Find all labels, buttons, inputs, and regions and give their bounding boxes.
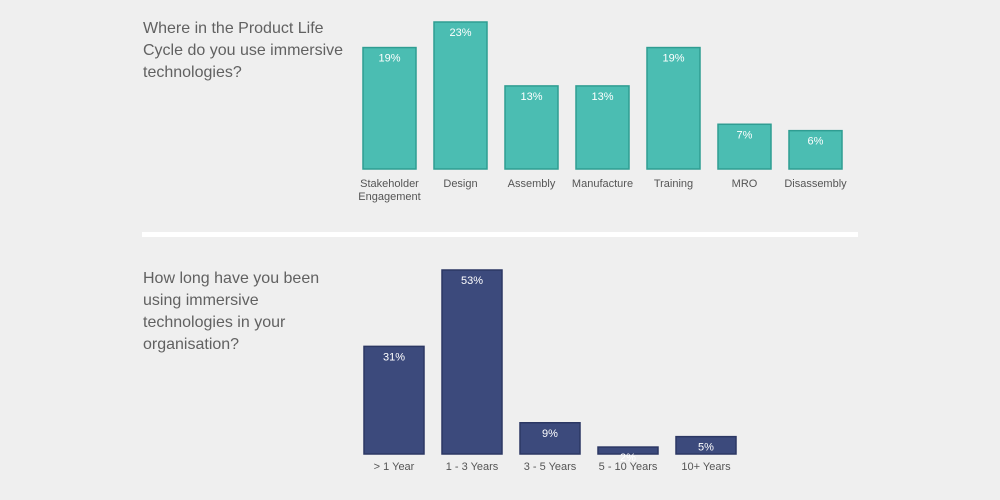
bar-usage-duration-3 (597, 446, 659, 455)
category-label-usage-duration-3: 5 - 10 Years (599, 461, 658, 473)
category-label-life-cycle-1: Design (443, 178, 477, 190)
value-label-usage-duration-1: 53% (461, 275, 483, 287)
bar-life-cycle-2 (504, 85, 559, 170)
value-label-life-cycle-6: 6% (808, 136, 824, 148)
bar-life-cycle-1 (433, 21, 488, 170)
bar-usage-duration-2 (519, 422, 581, 455)
category-label-usage-duration-2: 3 - 5 Years (524, 461, 577, 473)
value-label-usage-duration-3: 2% (620, 452, 636, 464)
category-label-usage-duration-1: 1 - 3 Years (446, 461, 499, 473)
value-label-usage-duration-4: 5% (698, 442, 714, 454)
question-product-life-cycle: Where in the Product Life Cycle do you u… (143, 20, 344, 81)
value-label-life-cycle-3: 13% (591, 91, 613, 103)
value-label-life-cycle-2: 13% (520, 91, 542, 103)
bar-life-cycle-5 (717, 123, 772, 170)
category-label-life-cycle-0-line0: Stakeholder (360, 178, 419, 190)
category-label-usage-duration-0: > 1 Year (374, 461, 415, 473)
bar-usage-duration-0 (363, 345, 425, 455)
bar-usage-duration-4 (675, 435, 737, 455)
question-usage-duration: How long have you been using immersive t… (143, 270, 320, 353)
value-label-usage-duration-0: 31% (383, 351, 405, 363)
value-label-life-cycle-4: 19% (662, 53, 684, 65)
category-label-life-cycle-0-line1: Engagement (358, 191, 420, 203)
value-label-usage-duration-2: 9% (542, 428, 558, 440)
category-label-usage-duration-4: 10+ Years (681, 461, 731, 473)
category-label-life-cycle-5: MRO (732, 178, 758, 190)
category-label-life-cycle-4: Training (654, 178, 693, 190)
value-label-life-cycle-1: 23% (449, 27, 471, 39)
category-label-life-cycle-6: Disassembly (784, 178, 847, 190)
value-label-life-cycle-5: 7% (737, 129, 753, 141)
category-label-life-cycle-3: Manufacture (572, 178, 633, 190)
bar-life-cycle-4 (646, 46, 701, 170)
bar-life-cycle-6 (788, 129, 843, 170)
section-divider (142, 232, 858, 237)
bar-life-cycle-3 (575, 85, 630, 170)
bar-usage-duration-1 (441, 269, 503, 455)
value-label-life-cycle-0: 19% (378, 53, 400, 65)
bar-life-cycle-0 (362, 46, 417, 170)
category-label-life-cycle-2: Assembly (508, 178, 556, 190)
